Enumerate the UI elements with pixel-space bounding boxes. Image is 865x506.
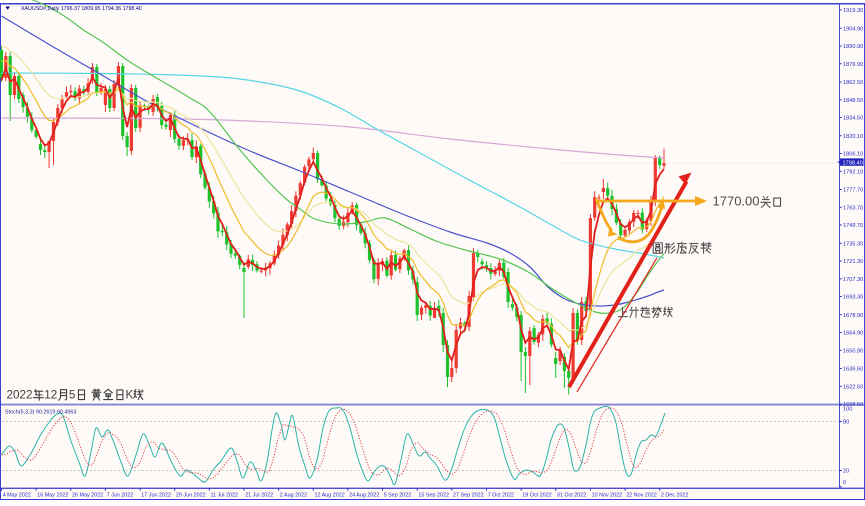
svg-text:10 Nov 2022: 10 Nov 2022 (592, 493, 623, 499)
svg-text:1806.10: 1806.10 (843, 152, 863, 158)
svg-text:1834.50: 1834.50 (843, 116, 863, 122)
svg-text:1650.90: 1650.90 (843, 348, 863, 354)
svg-text:12: 12 (44, 388, 57, 401)
svg-text:1904.90: 1904.90 (843, 26, 863, 32)
svg-text:5: 5 (69, 388, 76, 401)
svg-text:22 Nov 2022: 22 Nov 2022 (626, 493, 657, 499)
svg-text:19 Oct 2022: 19 Oct 2022 (522, 493, 551, 499)
svg-text:1707.30: 1707.30 (843, 277, 863, 283)
svg-text:27 Sep 2022: 27 Sep 2022 (453, 493, 484, 499)
svg-text:1622.50: 1622.50 (843, 384, 863, 390)
svg-text:1792.10: 1792.10 (843, 169, 863, 175)
svg-text:7 Jun 2022: 7 Jun 2022 (107, 493, 134, 499)
svg-text:K: K (126, 388, 134, 401)
svg-text:20: 20 (843, 469, 849, 475)
svg-text:1848.50: 1848.50 (843, 98, 863, 104)
svg-text:2022: 2022 (7, 388, 33, 401)
svg-text:26 May 2022: 26 May 2022 (72, 493, 103, 499)
svg-text:4 May 2022: 4 May 2022 (3, 493, 31, 499)
svg-text:1664.90: 1664.90 (843, 331, 863, 337)
svg-text:1798.40: 1798.40 (843, 160, 863, 166)
svg-text:16 May 2022: 16 May 2022 (37, 493, 68, 499)
svg-text:1919.30: 1919.30 (843, 8, 863, 14)
svg-text:1890.90: 1890.90 (843, 44, 863, 50)
svg-text:1763.70: 1763.70 (843, 205, 863, 211)
svg-text:1749.70: 1749.70 (843, 223, 863, 229)
svg-text:1777.70: 1777.70 (843, 188, 863, 194)
svg-text:1678.90: 1678.90 (843, 313, 863, 319)
svg-text:100: 100 (843, 407, 852, 413)
svg-text:1735.30: 1735.30 (843, 241, 863, 247)
svg-text:5 Sep 2022: 5 Sep 2022 (384, 493, 412, 499)
svg-text:1820.10: 1820.10 (843, 134, 863, 140)
svg-text:1876.90: 1876.90 (843, 62, 863, 68)
svg-text:80: 80 (843, 420, 849, 426)
svg-text:21 Jul 2022: 21 Jul 2022 (245, 493, 273, 499)
svg-text:1636.50: 1636.50 (843, 367, 863, 373)
svg-text:12 Aug 2022: 12 Aug 2022 (315, 493, 345, 499)
svg-text:1721.30: 1721.30 (843, 259, 863, 265)
svg-text:0: 0 (843, 480, 846, 486)
svg-text:1862.50: 1862.50 (843, 80, 863, 86)
svg-text:2 Aug 2022: 2 Aug 2022 (280, 493, 307, 499)
svg-text:1693.30: 1693.30 (843, 295, 863, 301)
svg-text:11 Jul 2022: 11 Jul 2022 (211, 493, 238, 499)
svg-text:7 Oct 2022: 7 Oct 2022 (488, 493, 514, 499)
svg-text:Stoch(5,3,3) 90.2619 90.4963: Stoch(5,3,3) 90.2619 90.4963 (5, 409, 76, 415)
svg-text:31 Oct 2022: 31 Oct 2022 (557, 493, 586, 499)
svg-text:1770.00: 1770.00 (713, 194, 760, 209)
svg-text:24 Aug 2022: 24 Aug 2022 (349, 493, 379, 499)
svg-text:17 Jun 2022: 17 Jun 2022 (141, 493, 171, 499)
svg-text:1608.50: 1608.50 (843, 402, 863, 408)
svg-text:15 Sep 2022: 15 Sep 2022 (418, 493, 449, 499)
svg-text:XAUUSD#,Daily 1796.37 1809.95: XAUUSD#,Daily 1796.37 1809.95 1794.36 17… (21, 6, 142, 12)
svg-text:2 Dec 2022: 2 Dec 2022 (661, 493, 689, 499)
svg-text:29 Jun 2022: 29 Jun 2022 (176, 493, 206, 499)
